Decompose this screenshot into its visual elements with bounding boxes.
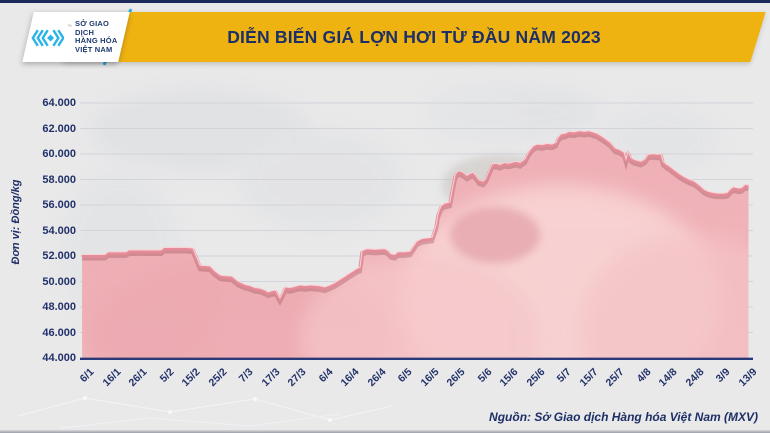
price-line-shadow <box>82 132 749 306</box>
y-axis-tick-label: 50.000 <box>42 275 76 288</box>
mxv-logo: ™ SỞ GIAO DỊCH HÀNG HÓA VIỆT NAM <box>22 12 130 62</box>
bottom-edge <box>0 430 770 433</box>
y-axis-tick-label: 44.000 <box>42 352 76 364</box>
y-axis-tick-label: 48.000 <box>42 301 76 313</box>
logo-text-line3: VIỆT NAM <box>75 44 113 54</box>
price-line-layer <box>82 130 749 306</box>
logo-text-line1: SỞ GIAO DỊCH <box>75 19 110 37</box>
y-axis-tick-label: 60.000 <box>42 148 76 160</box>
trademark-symbol: ™ <box>67 24 72 30</box>
y-axis-tick-label: 56.000 <box>42 199 76 211</box>
logo-text: SỞ GIAO DỊCH HÀNG HÓA VIỆT NAM <box>75 19 124 54</box>
y-axis-tick-label: 62.000 <box>42 122 76 135</box>
y-axis-tick-label: 58.000 <box>42 173 76 186</box>
price-line <box>82 130 749 301</box>
logo-diamond <box>47 34 55 42</box>
y-axis-unit-label: Đơn vị: Đồng/kg <box>10 179 22 265</box>
mxv-logo-icon <box>31 29 64 47</box>
title-banner: DIỄN BIẾN GIÁ LỢN HƠI TỪ ĐẦU NĂM 2023 <box>70 12 758 62</box>
top-border <box>0 0 770 3</box>
source-credit: Nguồn: Sở Giao dịch Hàng hóa Việt Nam (M… <box>489 410 758 424</box>
y-axis-tick-label: 46.000 <box>42 326 76 339</box>
price-line-highlight <box>82 130 749 299</box>
y-axis-tick-label: 64.000 <box>42 97 76 109</box>
chart-title: DIỄN BIẾN GIÁ LỢN HƠI TỪ ĐẦU NĂM 2023 <box>227 27 601 47</box>
y-axis-tick-label: 54.000 <box>42 224 76 237</box>
network-lines-decoration <box>17 396 393 429</box>
y-axis-tick-label: 52.000 <box>42 250 76 262</box>
